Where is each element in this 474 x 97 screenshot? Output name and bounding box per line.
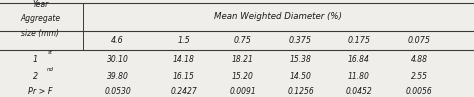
Text: 2.55: 2.55 (411, 72, 428, 81)
Text: 1.5: 1.5 (178, 36, 190, 45)
Text: 0.1256: 0.1256 (287, 87, 314, 96)
Text: 4.88: 4.88 (411, 55, 428, 64)
Text: 0.0452: 0.0452 (346, 87, 372, 96)
Text: 1: 1 (33, 55, 38, 64)
Text: st: st (48, 50, 53, 55)
Text: 0.0056: 0.0056 (406, 87, 433, 96)
Text: 0.0091: 0.0091 (229, 87, 256, 96)
Text: 30.10: 30.10 (107, 55, 128, 64)
Text: 39.80: 39.80 (107, 72, 128, 81)
Text: nd: nd (47, 67, 54, 72)
Text: 2: 2 (33, 72, 38, 81)
Text: 0.0530: 0.0530 (104, 87, 131, 96)
Text: 0.075: 0.075 (408, 36, 431, 45)
Text: 0.175: 0.175 (347, 36, 370, 45)
Text: Pr > F: Pr > F (28, 87, 53, 96)
Text: 4.6: 4.6 (111, 36, 124, 45)
Text: 16.15: 16.15 (173, 72, 195, 81)
Text: 11.80: 11.80 (348, 72, 370, 81)
Text: Mean Weighted Diameter (%): Mean Weighted Diameter (%) (214, 13, 343, 21)
Text: 15.38: 15.38 (290, 55, 311, 64)
Text: 14.50: 14.50 (290, 72, 311, 81)
Text: size (mm): size (mm) (21, 29, 59, 38)
Text: 16.84: 16.84 (348, 55, 370, 64)
Text: 0.75: 0.75 (234, 36, 252, 45)
Text: 0.375: 0.375 (289, 36, 312, 45)
Text: 18.21: 18.21 (232, 55, 254, 64)
Text: Year: Year (32, 0, 48, 9)
Text: Aggregate: Aggregate (20, 14, 60, 23)
Text: 0.2427: 0.2427 (171, 87, 197, 96)
Text: 15.20: 15.20 (232, 72, 254, 81)
Text: 14.18: 14.18 (173, 55, 195, 64)
